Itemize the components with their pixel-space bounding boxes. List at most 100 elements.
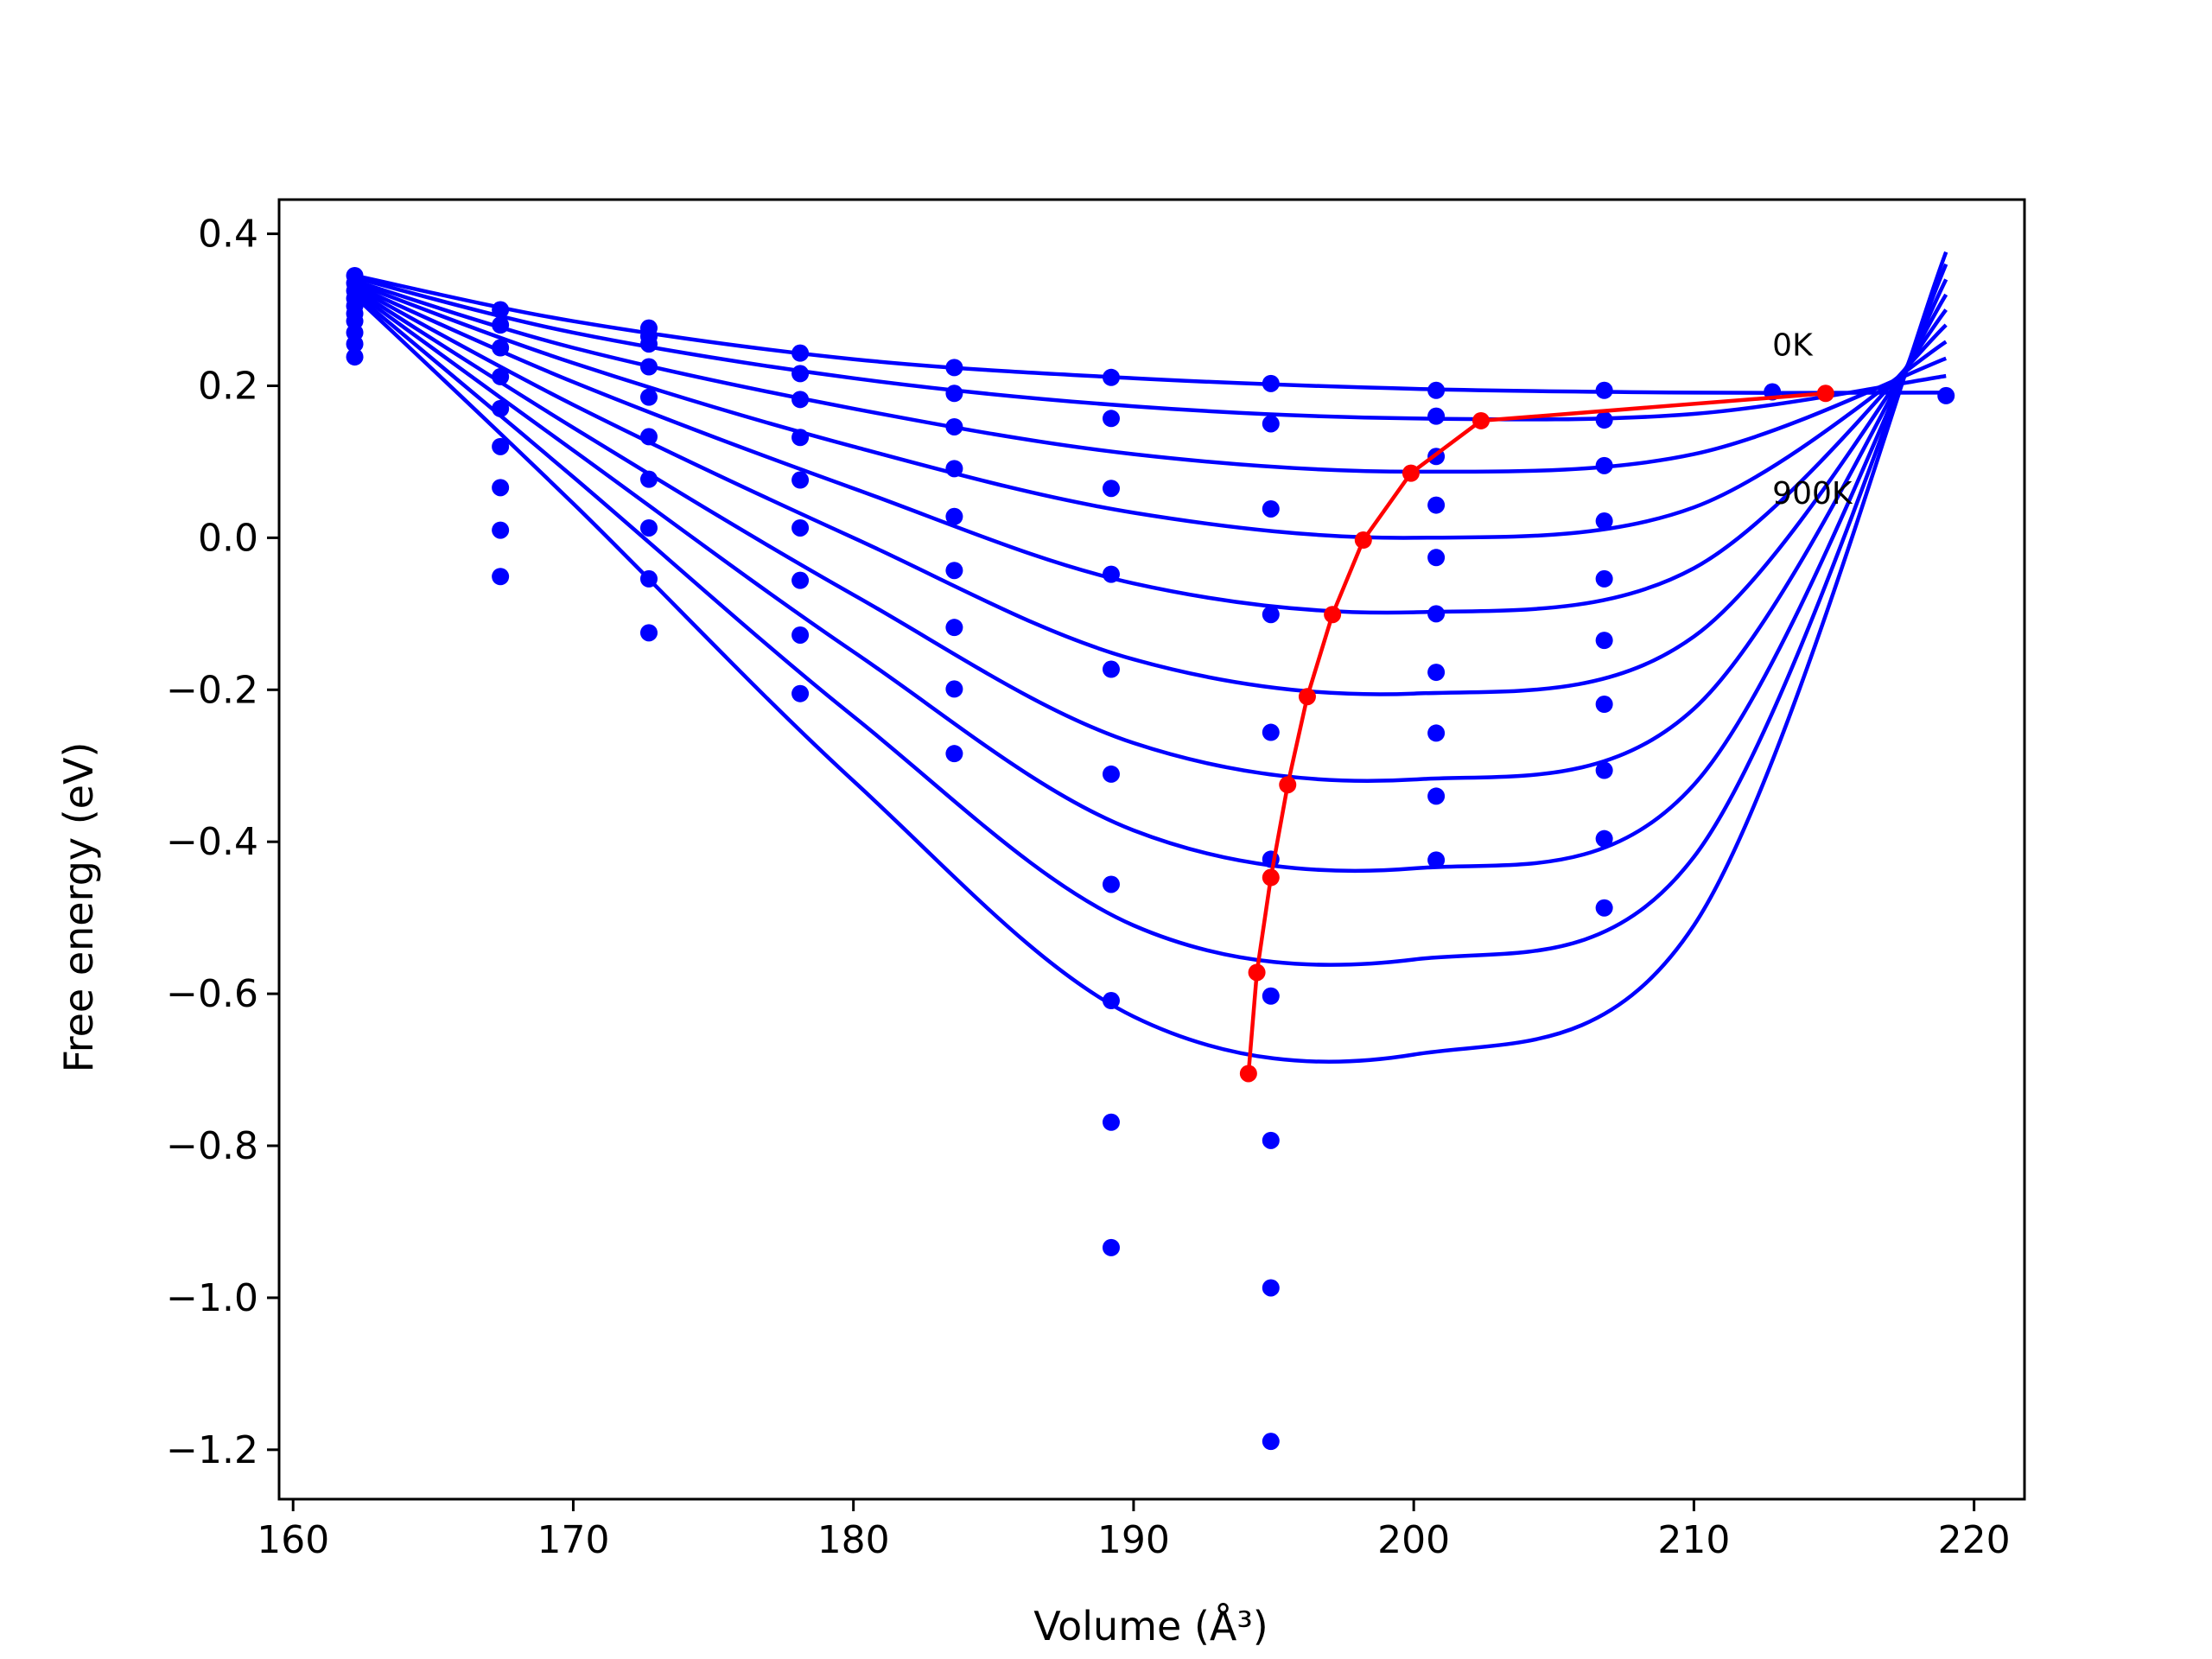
data-point-4-5 xyxy=(945,562,963,580)
data-point-5-1 xyxy=(1102,410,1120,428)
data-point-8-5 xyxy=(1595,632,1613,650)
x-tick-label-1: 170 xyxy=(537,1518,609,1562)
x-tick-label-5: 210 xyxy=(1657,1518,1730,1562)
data-point-6-7 xyxy=(1262,1131,1280,1149)
data-point-8-6 xyxy=(1595,696,1613,714)
data-point-6-2 xyxy=(1262,499,1280,518)
data-point-3-5 xyxy=(791,518,810,537)
fit-curve-2 xyxy=(353,278,1948,474)
data-point-5-9 xyxy=(1102,1238,1120,1256)
minima-point-1 xyxy=(1471,411,1490,429)
fit-curve-1 xyxy=(353,276,1947,422)
data-point-1-5 xyxy=(492,437,510,455)
data-point-3-8 xyxy=(791,684,810,702)
data-point-6-8 xyxy=(1262,1279,1280,1297)
data-point-8-4 xyxy=(1595,569,1613,588)
data-point-6-4 xyxy=(1262,723,1280,741)
data-point-8-1 xyxy=(1595,411,1613,429)
y-tick-label-4: −0.4 xyxy=(166,820,258,864)
data-point-4-7 xyxy=(945,680,963,698)
annotation-1: 900K xyxy=(1772,476,1853,512)
data-point-4-6 xyxy=(945,619,963,637)
fit-curve-7 xyxy=(353,278,1948,874)
minima-point-8 xyxy=(1248,963,1266,982)
data-point-2-8 xyxy=(639,569,658,588)
data-point-4-3 xyxy=(945,460,963,478)
y-tick-label-3: −0.2 xyxy=(166,668,258,712)
data-point-6-3 xyxy=(1262,606,1280,624)
y-tick-label-2: 0.0 xyxy=(198,516,258,560)
y-axis-ticks: 0.4 0.2 0.0 −0.2 −0.4 −0.6 −0.8 −1.0 −1.2 xyxy=(166,213,279,1472)
minima-point-7 xyxy=(1262,868,1280,887)
fit-curve-4 xyxy=(353,283,1948,615)
minima-point-4 xyxy=(1324,606,1342,624)
data-point-8-0 xyxy=(1595,381,1613,399)
y-tick-label-5: −0.6 xyxy=(166,972,258,1016)
y-tick-label-6: −0.8 xyxy=(166,1124,258,1168)
minima-line xyxy=(1246,391,1826,1074)
data-point-2-5 xyxy=(639,428,658,446)
data-point-3-1 xyxy=(791,365,810,383)
data-point-5-5 xyxy=(1102,765,1120,783)
x-tick-label-6: 220 xyxy=(1938,1518,2011,1562)
minima-point-3 xyxy=(1354,531,1372,550)
data-point-5-3 xyxy=(1102,565,1120,583)
data-point-5-7 xyxy=(1102,992,1120,1010)
minima-point-2 xyxy=(1402,464,1420,482)
minima-point-6 xyxy=(1279,776,1297,794)
data-point-2-3 xyxy=(639,358,658,376)
data-point-5-4 xyxy=(1102,660,1120,678)
data-point-7-5 xyxy=(1427,605,1446,623)
data-point-5-2 xyxy=(1102,480,1120,498)
data-point-1-3 xyxy=(492,367,510,385)
axes xyxy=(277,198,2026,1501)
minima-series xyxy=(1239,385,1834,1083)
data-point-6-0 xyxy=(1262,374,1280,392)
data-point-3-0 xyxy=(791,344,810,362)
data-point-0-8 xyxy=(346,335,364,353)
data-point-4-2 xyxy=(945,417,963,435)
data-point-7-6 xyxy=(1427,664,1446,682)
data-point-10-0 xyxy=(1937,386,1955,404)
data-point-5-8 xyxy=(1102,1113,1120,1131)
data-point-7-1 xyxy=(1427,407,1446,425)
data-point-3-7 xyxy=(791,626,810,644)
data-point-4-1 xyxy=(945,385,963,403)
x-axis-ticks: 160 170 180 190 200 210 220 xyxy=(257,1499,2011,1562)
minima-point-9 xyxy=(1239,1065,1257,1083)
data-point-8-9 xyxy=(1595,899,1613,917)
data-point-7-9 xyxy=(1427,851,1446,869)
data-point-3-2 xyxy=(791,391,810,409)
data-point-4-8 xyxy=(945,745,963,763)
minima-point-0 xyxy=(1816,385,1834,403)
fit-curve-9 xyxy=(353,251,1948,1064)
data-point-6-9 xyxy=(1262,1433,1280,1451)
x-tick-label-3: 190 xyxy=(1097,1518,1170,1562)
fit-curve-6 xyxy=(353,287,1948,783)
data-point-2-6 xyxy=(639,470,658,488)
data-point-3-4 xyxy=(791,471,810,489)
annotations: 0K 900K xyxy=(1772,327,1853,512)
data-point-7-7 xyxy=(1427,724,1446,742)
y-tick-label-8: −1.2 xyxy=(166,1428,258,1472)
x-tick-label-2: 180 xyxy=(817,1518,890,1562)
fit-curve-3 xyxy=(353,281,1948,540)
data-point-5-0 xyxy=(1102,368,1120,386)
data-point-1-4 xyxy=(492,399,510,417)
fit-curve-5 xyxy=(353,285,1948,696)
data-point-1-7 xyxy=(492,521,510,539)
annotation-0: 0K xyxy=(1772,327,1814,363)
data-point-3-3 xyxy=(791,429,810,447)
data-point-1-6 xyxy=(492,479,510,497)
data-point-4-4 xyxy=(945,507,963,525)
fit-curve-8 xyxy=(353,263,1948,967)
data-point-1-2 xyxy=(492,339,510,357)
data-point-1-8 xyxy=(492,568,510,586)
fit-curve-0 xyxy=(354,273,1947,395)
data-point-3-6 xyxy=(791,571,810,589)
data-point-8-3 xyxy=(1595,512,1613,531)
y-tick-label-1: 0.2 xyxy=(198,364,258,408)
data-point-0-9 xyxy=(346,348,364,366)
data-point-2-2 xyxy=(639,335,658,353)
